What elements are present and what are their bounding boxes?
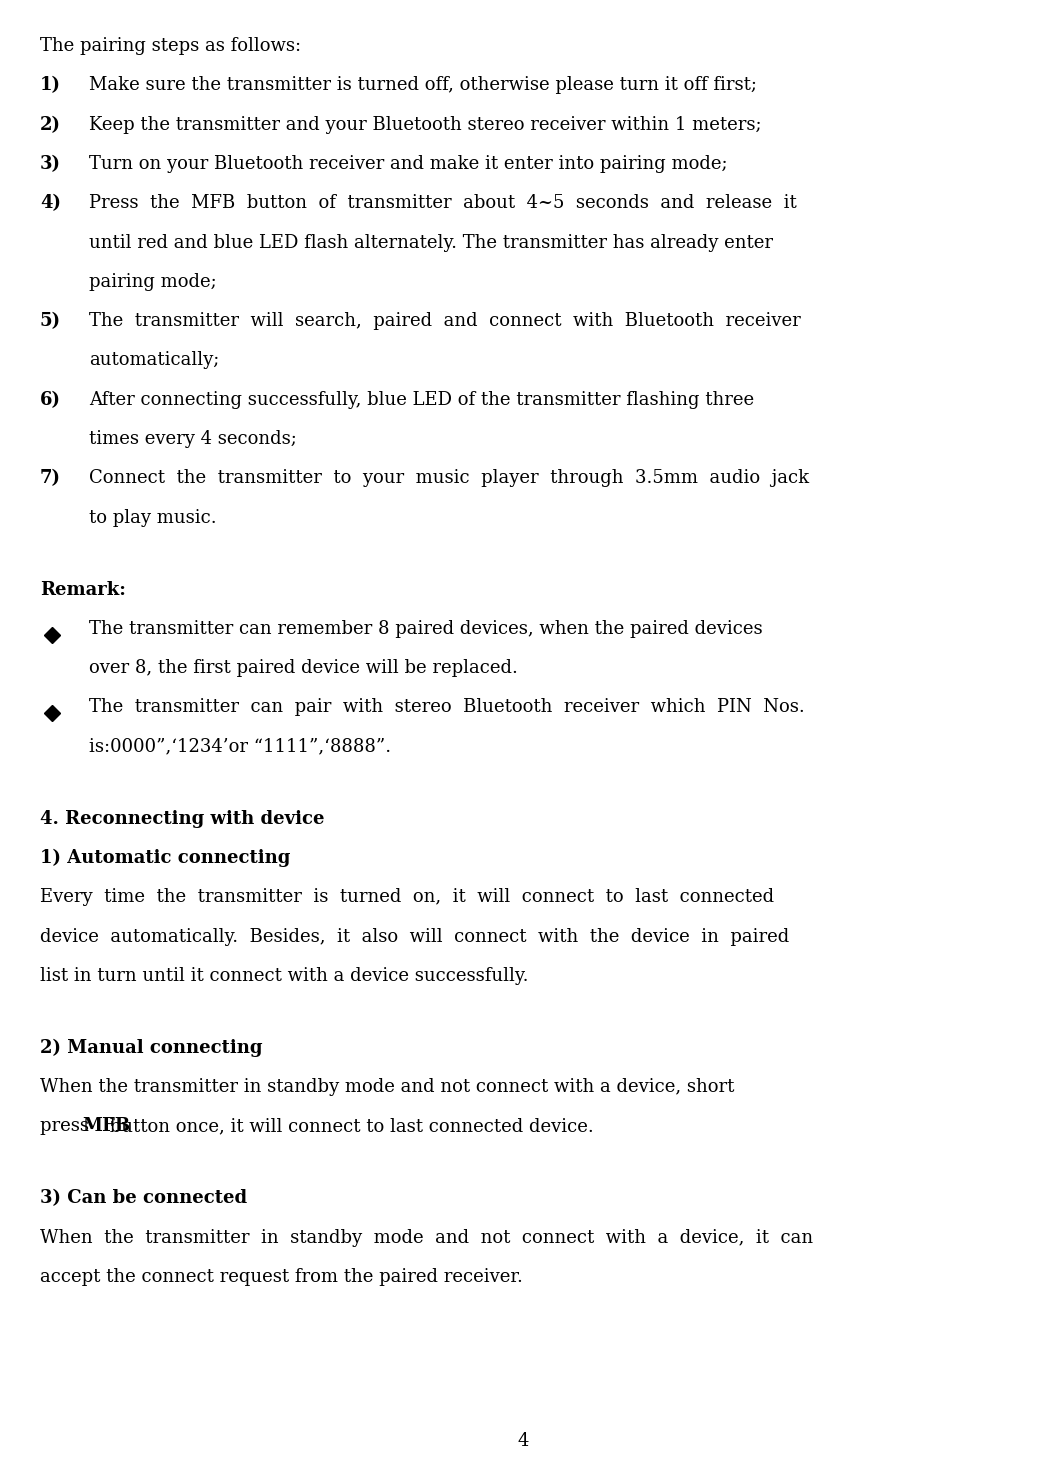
Text: 2): 2) xyxy=(40,116,61,133)
Text: Every  time  the  transmitter  is  turned  on,  it  will  connect  to  last  con: Every time the transmitter is turned on,… xyxy=(40,888,774,906)
Text: pairing mode;: pairing mode; xyxy=(89,273,217,291)
Text: Keep the transmitter and your Bluetooth stereo receiver within 1 meters;: Keep the transmitter and your Bluetooth … xyxy=(89,116,761,133)
Text: device  automatically.  Besides,  it  also  will  connect  with  the  device  in: device automatically. Besides, it also w… xyxy=(40,927,789,946)
Text: 7): 7) xyxy=(40,469,61,488)
Text: Make sure the transmitter is turned off, otherwise please turn it off first;: Make sure the transmitter is turned off,… xyxy=(89,76,757,95)
Text: MFB: MFB xyxy=(83,1117,131,1136)
Text: 4: 4 xyxy=(518,1433,529,1450)
Text: 3) Can be connected: 3) Can be connected xyxy=(40,1189,247,1207)
Text: list in turn until it connect with a device successfully.: list in turn until it connect with a dev… xyxy=(40,967,529,985)
Text: over 8, the first paired device will be replaced.: over 8, the first paired device will be … xyxy=(89,658,518,678)
Text: 1) Automatic connecting: 1) Automatic connecting xyxy=(40,848,290,868)
Text: until red and blue LED flash alternately. The transmitter has already enter: until red and blue LED flash alternately… xyxy=(89,233,773,252)
Text: The transmitter can remember 8 paired devices, when the paired devices: The transmitter can remember 8 paired de… xyxy=(89,620,762,638)
Text: 6): 6) xyxy=(40,390,61,409)
Text: 5): 5) xyxy=(40,311,61,331)
Text: The  transmitter  can  pair  with  stereo  Bluetooth  receiver  which  PIN  Nos.: The transmitter can pair with stereo Blu… xyxy=(89,698,805,716)
Text: automatically;: automatically; xyxy=(89,351,220,369)
Text: When the transmitter in standby mode and not connect with a device, short: When the transmitter in standby mode and… xyxy=(40,1078,734,1096)
Text: is:0000”,‘1234’or “1111”,‘8888”.: is:0000”,‘1234’or “1111”,‘8888”. xyxy=(89,737,392,756)
Text: button once, it will connect to last connected device.: button once, it will connect to last con… xyxy=(104,1117,594,1136)
Text: accept the connect request from the paired receiver.: accept the connect request from the pair… xyxy=(40,1268,522,1286)
Text: to play music.: to play music. xyxy=(89,509,217,526)
Text: Press  the  MFB  button  of  transmitter  about  4~5  seconds  and  release  it: Press the MFB button of transmitter abou… xyxy=(89,194,797,212)
Text: 1): 1) xyxy=(40,76,61,95)
Text: 3): 3) xyxy=(40,154,61,174)
Text: press: press xyxy=(40,1117,94,1136)
Text: Turn on your Bluetooth receiver and make it enter into pairing mode;: Turn on your Bluetooth receiver and make… xyxy=(89,154,728,174)
Text: 2) Manual connecting: 2) Manual connecting xyxy=(40,1038,263,1057)
Text: Remark:: Remark: xyxy=(40,580,126,599)
Text: 4): 4) xyxy=(40,194,61,212)
Text: 4. Reconnecting with device: 4. Reconnecting with device xyxy=(40,810,325,828)
Text: Connect  the  transmitter  to  your  music  player  through  3.5mm  audio  jack: Connect the transmitter to your music pl… xyxy=(89,469,809,488)
Text: times every 4 seconds;: times every 4 seconds; xyxy=(89,430,297,448)
Text: The pairing steps as follows:: The pairing steps as follows: xyxy=(40,37,300,55)
Text: The  transmitter  will  search,  paired  and  connect  with  Bluetooth  receiver: The transmitter will search, paired and … xyxy=(89,311,801,331)
Text: After connecting successfully, blue LED of the transmitter flashing three: After connecting successfully, blue LED … xyxy=(89,390,754,409)
Text: When  the  transmitter  in  standby  mode  and  not  connect  with  a  device,  : When the transmitter in standby mode and… xyxy=(40,1228,812,1247)
